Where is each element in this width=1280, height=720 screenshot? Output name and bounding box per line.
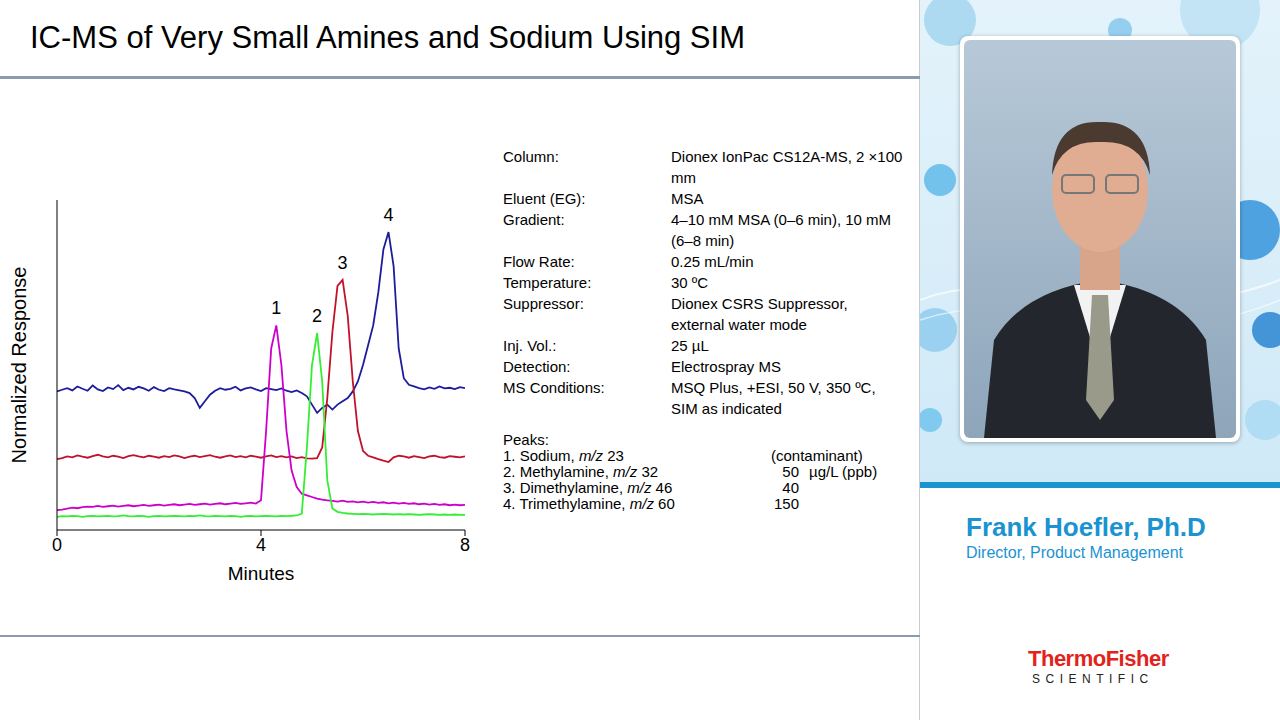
html-text:Flow Rate:: Flow Rate: [503, 253, 575, 270]
html-text:µg/L (ppb): µg/L (ppb) [809, 463, 878, 480]
html-text:30 ºC: 30 ºC [671, 274, 709, 291]
svg-text:0: 0 [52, 535, 62, 555]
html-text:Peaks:: Peaks: [503, 431, 549, 448]
html-text:Temperature:: Temperature: [503, 274, 592, 291]
svg-text:8: 8 [460, 535, 470, 555]
html-text:SCIENTIFIC: SCIENTIFIC [1032, 672, 1154, 686]
html-text:Frank Hoefler, Ph.D: Frank Hoefler, Ph.D [966, 512, 1206, 542]
svg-text:4: 4 [256, 535, 266, 555]
svg-text:2: 2 [312, 306, 322, 326]
html-text:2. Methylamine, m/z 32: 2. Methylamine, m/z 32 [503, 463, 659, 480]
svg-text:3: 3 [338, 253, 348, 273]
html-text:MS Conditions:: MS Conditions: [503, 379, 605, 396]
html-text:4–10 mM MSA (0–6 min), 10 mM (: 4–10 mM MSA (0–6 min), 10 mM (6–8 min) [671, 211, 892, 249]
html-text:0.25 mL/min: 0.25 mL/min [671, 253, 754, 270]
html-text:Suppressor:: Suppressor: [503, 295, 584, 312]
html-text:Dionex CSRS Suppressor, extern: Dionex CSRS Suppressor, external water m… [671, 295, 848, 333]
svg-text:4: 4 [383, 205, 393, 225]
html-text:Electrospray MS: Electrospray MS [671, 358, 781, 375]
html-text:IC-MS of Very Small Amines and: IC-MS of Very Small Amines and Sodium Us… [30, 20, 745, 55]
html-text:Director, Product Management: Director, Product Management [966, 544, 1183, 561]
html-text:(contaminant): (contaminant) [771, 447, 863, 464]
html-text:1. Sodium, m/z 23: 1. Sodium, m/z 23 [503, 447, 624, 464]
html-text:Dionex IonPac CS12A-MS, 2 ×100: Dionex IonPac CS12A-MS, 2 ×100 mm [671, 148, 903, 186]
svg-text:Normalized Response: Normalized Response [8, 267, 30, 464]
html-text:40: 40 [782, 479, 799, 496]
html-text:Eluent (EG):: Eluent (EG): [503, 190, 586, 207]
html-text:Column:: Column: [503, 148, 559, 165]
html-text:MSQ Plus, +ESI, 50 V, 350 ºC,: MSQ Plus, +ESI, 50 V, 350 ºC, SIM as ind… [671, 379, 876, 417]
html-text:50: 50 [782, 463, 799, 480]
html-text:3. Dimethylamine, m/z 46: 3. Dimethylamine, m/z 46 [503, 479, 673, 496]
html-text:ThermoFisher: ThermoFisher [1028, 646, 1169, 671]
html-text:MSA: MSA [671, 190, 704, 207]
html-text:Inj. Vol.:: Inj. Vol.: [503, 337, 557, 354]
html-text:Detection:: Detection: [503, 358, 571, 375]
html-text:4. Trimethylamine, m/z 60: 4. Trimethylamine, m/z 60 [503, 495, 675, 512]
html-text:Gradient:: Gradient: [503, 211, 565, 228]
svg-text:1: 1 [271, 298, 281, 318]
html-text:150: 150 [774, 495, 799, 512]
html-text:25 µL: 25 µL [671, 337, 709, 354]
svg-text:Minutes: Minutes [228, 563, 295, 584]
